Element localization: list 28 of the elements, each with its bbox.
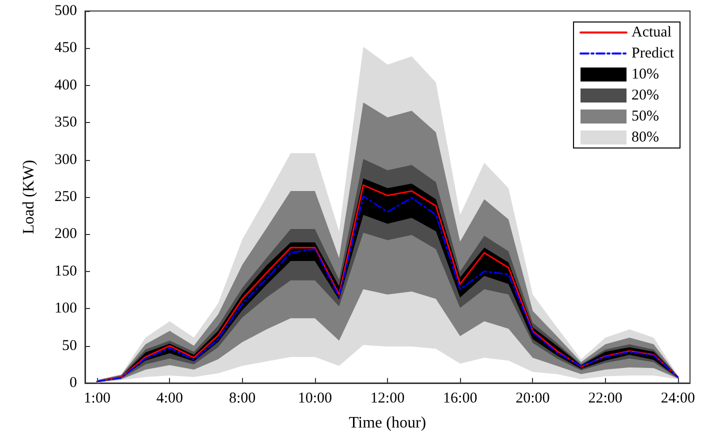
y-tick-label: 50 (62, 338, 77, 354)
x-tick-label: 4:00 (156, 390, 184, 406)
x-tick-label: 20:00 (516, 390, 550, 406)
y-tick-label: 200 (54, 226, 77, 242)
x-tick-label: 12:00 (370, 390, 405, 406)
legend-label: 10% (632, 66, 660, 82)
y-axis-title: Load (KW) (20, 160, 38, 234)
legend-label: Actual (632, 24, 672, 40)
legend-label: 20% (632, 88, 660, 104)
legend-label: Predict (632, 46, 675, 62)
y-tick-label: 0 (70, 375, 77, 391)
x-tick-label: 24:00 (660, 390, 695, 406)
y-tick-label: 150 (54, 263, 77, 280)
y-tick-label: 400 (54, 77, 77, 94)
x-tick-label: 16:00 (443, 390, 478, 406)
x-tick-label: 1:00 (84, 390, 110, 406)
legend-label: 50% (632, 108, 660, 124)
y-tick-label: 450 (54, 40, 77, 56)
y-tick-label: 100 (54, 300, 77, 317)
y-tick-label: 300 (54, 152, 77, 168)
x-tick-label: 22:00 (588, 390, 622, 406)
legend-label: 80% (632, 130, 660, 146)
y-tick-label: 350 (54, 114, 77, 131)
y-tick-label: 500 (54, 3, 77, 19)
y-tick-label: 250 (54, 189, 77, 205)
x-axis-title: Time (hour) (348, 414, 426, 432)
x-tick-label: 8:00 (228, 390, 256, 406)
x-tick-label: 10:00 (298, 390, 332, 406)
